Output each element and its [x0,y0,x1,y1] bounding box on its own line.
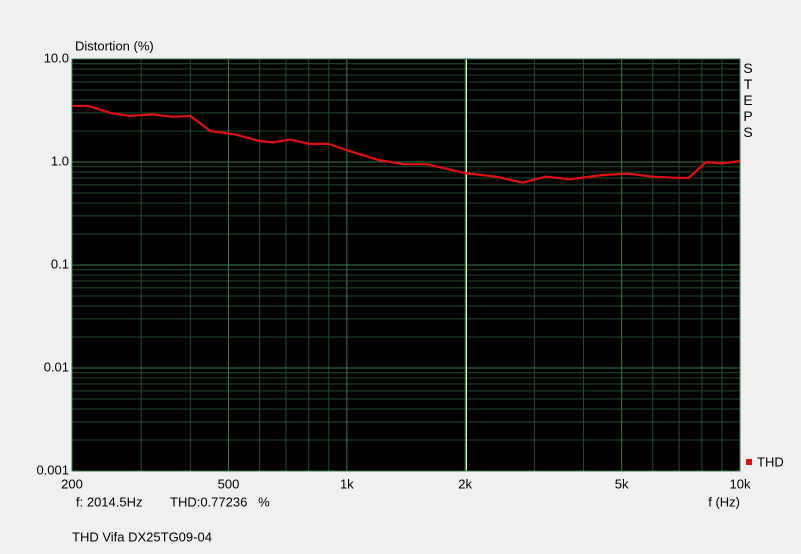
legend-label: THD [757,454,784,469]
y-tick-label: 0.001 [36,462,69,477]
steps-label[interactable]: STEPS [740,60,756,140]
readout-frequency: f: 2014.5Hz [76,494,143,509]
marks [72,104,741,184]
series-line [72,104,741,184]
x-tick-label: 500 [218,476,240,491]
x-tick-label: 10k [730,476,751,491]
x-tick-label: 200 [61,476,83,491]
x-tick-label: 2k [458,476,472,491]
y-tick-label: 0.01 [44,359,69,374]
y-tick-label: 10.0 [44,50,69,65]
grid [71,58,741,472]
plot-frame [71,58,741,472]
footer: THD Vifa DX25TG09-04 [72,529,212,544]
legend-swatch [746,459,752,465]
readout-thd: THD:0.77236 % [170,494,270,509]
x-tick-label: 1k [340,476,354,491]
x-tick-label: 5k [615,476,629,491]
x-axis-label: f (Hz) [708,494,740,509]
y-tick-label: 0.1 [51,256,69,271]
chart-title: Distortion (%) [75,38,154,53]
y-tick-label: 1.0 [51,153,69,168]
